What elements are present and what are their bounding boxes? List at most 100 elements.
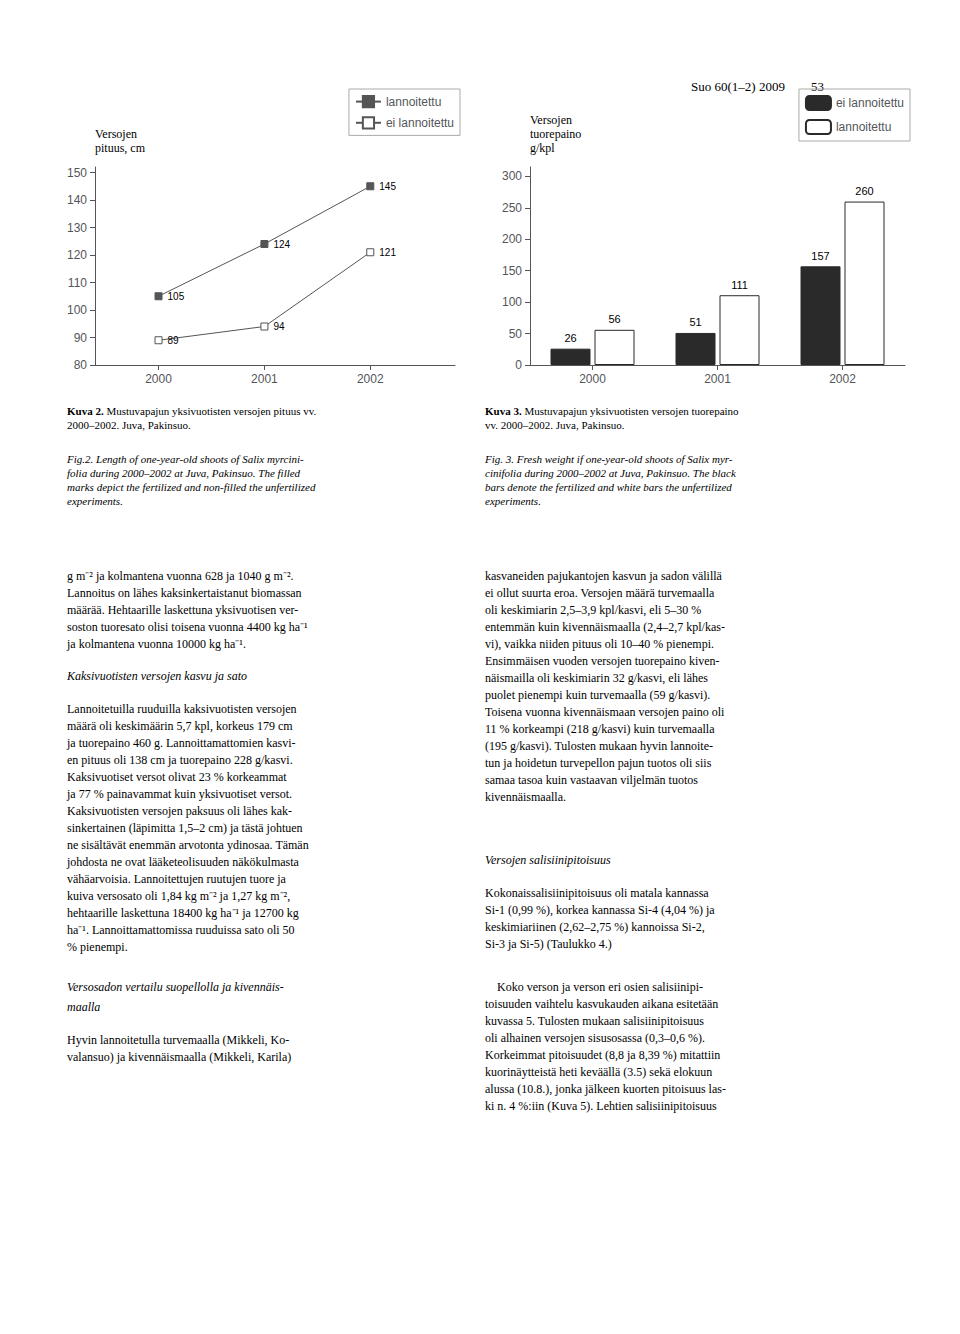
svg-text:tun ja hoidetun turvepellon pa: tun ja hoidetun turvepellon pajun tuotos…	[485, 756, 712, 770]
svg-text:157: 157	[811, 250, 829, 262]
svg-text:200: 200	[502, 232, 522, 246]
svg-text:105: 105	[168, 291, 185, 302]
svg-text:vi), vaikka niiden pituus oli: vi), vaikka niiden pituus oli 10–40 % pi…	[485, 637, 714, 651]
svg-text:keskimiariinen (2,62–2,75 %) k: keskimiariinen (2,62–2,75 %) kannoissa S…	[485, 920, 705, 934]
svg-text:2001: 2001	[704, 372, 731, 386]
svg-text:Kuva 2.: Kuva 2.	[67, 405, 104, 417]
svg-text:Toisena vuonna kivennäismaan v: Toisena vuonna kivennäismaan versojen pa…	[485, 705, 725, 719]
svg-text:kuiva versosato oli 1,84 kg m⁻: kuiva versosato oli 1,84 kg m⁻² ja 1,27 …	[67, 889, 290, 903]
svg-text:pituus, cm: pituus, cm	[95, 141, 146, 155]
svg-text:näismailla oli keskimiarin 32: näismailla oli keskimiarin 32 g/kasvi, e…	[485, 671, 708, 685]
svg-text:experiments.: experiments.	[67, 495, 123, 507]
svg-text:lannoitettu: lannoitettu	[386, 95, 441, 109]
svg-text:Fig.2. Length of one-year-old: Fig.2. Length of one-year-old shoots of …	[66, 453, 304, 465]
svg-text:2000–2002. Juva, Pakinsuo.: 2000–2002. Juva, Pakinsuo.	[67, 419, 191, 431]
svg-text:en pituus oli 138 cm ja tuorep: en pituus oli 138 cm ja tuorepaino 228 g…	[67, 753, 293, 767]
svg-text:johdosta ne ovat lääketeolisuu: johdosta ne ovat lääketeolisuuden näköku…	[66, 855, 300, 869]
svg-text:entemmän kuin kivennäismaalla: entemmän kuin kivennäismaalla (2,4–2,7 k…	[485, 620, 725, 634]
svg-text:0: 0	[515, 358, 522, 372]
svg-text:kivennäismaalla.: kivennäismaalla.	[485, 790, 566, 804]
svg-text:Kaksivuotiset versot olivat 23: Kaksivuotiset versot olivat 23 % korkeam…	[67, 770, 287, 784]
svg-text:ei ollut suurta eroa. Versojen: ei ollut suurta eroa. Versojen määrä tur…	[485, 586, 715, 600]
svg-text:50: 50	[509, 327, 523, 341]
svg-text:samaa tasoa kuin vastaavan vil: samaa tasoa kuin vastaavan viljelmän tuo…	[485, 773, 698, 787]
svg-text:ja 77 % painavammat kuin yksiv: ja 77 % painavammat kuin yksivuotiset ve…	[66, 787, 292, 801]
svg-text:120: 120	[67, 248, 87, 262]
svg-text:Versojen: Versojen	[95, 127, 137, 141]
svg-text:150: 150	[67, 166, 87, 180]
svg-text:Koko verson ja verson eri osie: Koko verson ja verson eri osien salisiin…	[485, 980, 703, 994]
svg-text:oli alhainen versojen sisusosa: oli alhainen versojen sisusosassa (0,3–0…	[485, 1031, 705, 1045]
svg-text:ne sisältävät enemmän arvotont: ne sisältävät enemmän arvotonta ydinosaa…	[67, 838, 309, 852]
svg-text:määrä oli keskimäärin 5,7 kpl,: määrä oli keskimäärin 5,7 kpl, korkeus 1…	[67, 719, 293, 733]
svg-text:130: 130	[67, 221, 87, 235]
svg-text:90: 90	[74, 331, 88, 345]
svg-text:Fig. 3. Fresh weight if one-ye: Fig. 3. Fresh weight if one-year-old sho…	[484, 453, 733, 465]
svg-text:folia during 2000–2002 at Juva: folia during 2000–2002 at Juva, Pakinsuo…	[67, 467, 301, 479]
svg-text:g m⁻² ja kolmantena vuonna 628: g m⁻² ja kolmantena vuonna 628 ja 1040 g…	[67, 569, 294, 583]
svg-text:100: 100	[67, 303, 87, 317]
svg-text:Korkeimmat pitoisuudet (8,8 ja: Korkeimmat pitoisuudet (8,8 ja 8,39 %) m…	[485, 1048, 720, 1062]
svg-text:tuorepaino: tuorepaino	[530, 127, 581, 141]
svg-text:g/kpl: g/kpl	[530, 141, 555, 155]
svg-text:2000: 2000	[579, 372, 606, 386]
svg-text:vv. 2000–2002. Juva, Pakinsuo.: vv. 2000–2002. Juva, Pakinsuo.	[485, 419, 625, 431]
svg-text:bars denote the fertilized and: bars denote the fertilized and white bar…	[485, 481, 732, 493]
svg-text:marks depict the fertilized an: marks depict the fertilized and non-fill…	[67, 481, 316, 493]
svg-text:Si-1 (0,99 %), korkea kannassa: Si-1 (0,99 %), korkea kannassa Si-4 (4,0…	[485, 903, 715, 917]
svg-text:80: 80	[74, 358, 88, 372]
svg-text:valansuo) ja kivennäismaalla (: valansuo) ja kivennäismaalla (Mikkeli, K…	[67, 1050, 291, 1064]
svg-text:94: 94	[273, 321, 285, 332]
svg-text:soston tuoresato olisi toisena: soston tuoresato olisi toisena vuonna 44…	[67, 620, 308, 634]
svg-text:Kuva 3.: Kuva 3.	[485, 405, 522, 417]
svg-text:vähäarvoisia. Lannoitettujen r: vähäarvoisia. Lannoitettujen ruutujen tu…	[67, 872, 287, 886]
svg-text:ei lannoitettu: ei lannoitettu	[836, 96, 904, 110]
svg-text:11 % korkeampi (218 g/kasvi) k: 11 % korkeampi (218 g/kasvi) kuin turvem…	[485, 722, 715, 736]
svg-text:toisuuden vaihtelu kasvukauden: toisuuden vaihtelu kasvukauden aikana es…	[485, 997, 718, 1011]
svg-text:Versojen: Versojen	[530, 113, 572, 127]
svg-text:cinifolia during 2000–2002 at: cinifolia during 2000–2002 at Juva, Paki…	[485, 467, 737, 479]
svg-text:111: 111	[731, 279, 748, 291]
svg-text:% pienempi.: % pienempi.	[67, 940, 128, 954]
svg-text:Kokonaissalisiinipitoisuus oli: Kokonaissalisiinipitoisuus oli matala ka…	[485, 886, 709, 900]
svg-text:89: 89	[168, 335, 180, 346]
svg-text:ja tuorepaino 460 g. Lannoitta: ja tuorepaino 460 g. Lannoittamattomien …	[66, 736, 296, 750]
svg-text:puolet pienempi kuin turvemaal: puolet pienempi kuin turvemaalla (59 g/k…	[485, 688, 710, 702]
svg-text:2002: 2002	[829, 372, 856, 386]
svg-text:ha⁻¹. Lannoittamattomissa ruud: ha⁻¹. Lannoittamattomissa ruuduissa sato…	[67, 923, 295, 937]
svg-text:2002: 2002	[357, 372, 384, 386]
svg-text:määrää. Hehtaarille laskettuna: määrää. Hehtaarille laskettuna yksivuoti…	[67, 603, 298, 617]
svg-text:kuvassa 5. Tulosten mukaan sal: kuvassa 5. Tulosten mukaan salisiinipito…	[485, 1014, 704, 1028]
svg-text:121: 121	[379, 247, 396, 258]
svg-text:145: 145	[379, 181, 396, 192]
svg-text:(195 g/kasvi). Tulosten mukaan: (195 g/kasvi). Tulosten mukaan hyvin lan…	[485, 739, 713, 753]
svg-text:150: 150	[502, 264, 522, 278]
svg-text:Versojen salisiinipitoisuus: Versojen salisiinipitoisuus	[485, 853, 611, 867]
svg-text:Versosadon vertailu suopelloll: Versosadon vertailu suopellolla ja kiven…	[67, 980, 284, 994]
svg-text:100: 100	[502, 295, 522, 309]
svg-text:2001: 2001	[251, 372, 278, 386]
svg-text:Mustuvapajun yksivuotisten ver: Mustuvapajun yksivuotisten versojen tuor…	[522, 405, 739, 417]
svg-text:110: 110	[68, 276, 87, 290]
svg-text:hehtaarille laskettuna 18400 k: hehtaarille laskettuna 18400 kg ha⁻¹ ja …	[67, 906, 299, 920]
svg-text:kasvaneiden pajukantojen kasvu: kasvaneiden pajukantojen kasvun ja sadon…	[485, 569, 723, 583]
svg-text:Si-3 ja Si-5) (Taulukko 4.): Si-3 ja Si-5) (Taulukko 4.)	[485, 937, 612, 951]
svg-text:kuorinäytteistä heti keväällä: kuorinäytteistä heti keväällä (3.5) sekä…	[485, 1065, 712, 1079]
svg-text:sinkertainen (läpimitta 1,5–2: sinkertainen (läpimitta 1,5–2 cm) ja täs…	[67, 821, 303, 835]
svg-text:Mustuvapajun yksivuotisten ver: Mustuvapajun yksivuotisten versojen pitu…	[104, 405, 317, 417]
svg-text:ei lannoitettu: ei lannoitettu	[386, 116, 454, 130]
svg-text:51: 51	[689, 316, 701, 328]
svg-text:260: 260	[855, 185, 873, 197]
svg-text:2000: 2000	[145, 372, 172, 386]
svg-text:ja kolmantena vuonna 10000 kg: ja kolmantena vuonna 10000 kg ha⁻¹.	[66, 637, 246, 651]
svg-text:ki n. 4 %:iin (Kuva 5). Lehtie: ki n. 4 %:iin (Kuva 5). Lehtien salisiin…	[485, 1099, 717, 1113]
svg-text:300: 300	[502, 169, 522, 183]
svg-text:lannoitettu: lannoitettu	[836, 120, 891, 134]
svg-text:Hyvin lannoitetulla turvemaall: Hyvin lannoitetulla turvemaalla (Mikkeli…	[67, 1033, 289, 1047]
svg-text:Kaksivuotisten versojen paksuu: Kaksivuotisten versojen paksuus oli lähe…	[67, 804, 292, 818]
svg-text:alussa (10.8.), jonka jälkeen: alussa (10.8.), jonka jälkeen kuorten pi…	[485, 1082, 726, 1096]
svg-text:oli keskimiarin 2,5–3,9 kpl/ka: oli keskimiarin 2,5–3,9 kpl/kasvi, eli 5…	[485, 603, 701, 617]
svg-text:Kaksivuotisten versojen kasvu: Kaksivuotisten versojen kasvu ja sato	[66, 669, 247, 683]
svg-text:maalla: maalla	[67, 1000, 100, 1014]
svg-text:Lannoitus on lähes kaksinkerta: Lannoitus on lähes kaksinkertaistanut bi…	[67, 586, 302, 600]
